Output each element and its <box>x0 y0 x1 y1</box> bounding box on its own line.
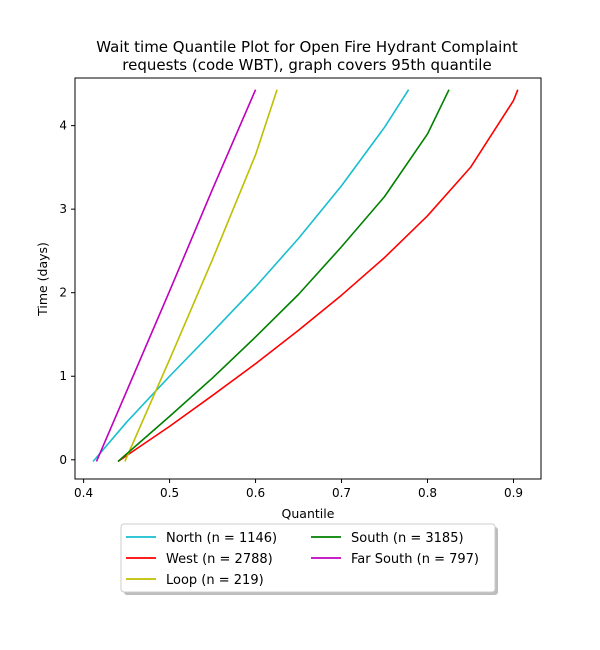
series-line-2 <box>124 89 278 462</box>
y-tick-label: 1 <box>59 369 67 383</box>
legend-label: South (n = 3185) <box>351 531 464 546</box>
x-tick-label: 0.7 <box>332 486 351 500</box>
legend-label: Far South (n = 797) <box>351 552 479 567</box>
x-axis-label: Quantile <box>282 506 335 521</box>
y-axis-ticks: 0 1 2 3 4 <box>59 119 75 467</box>
x-tick-label: 0.9 <box>504 486 523 500</box>
legend-entries: North (n = 1146) West (n = 2788) Loop (n =… <box>126 531 479 588</box>
series-line-3 <box>117 89 450 463</box>
plot-frame <box>74 77 542 480</box>
legend-label: Loop (n = 219) <box>166 573 264 588</box>
series-line-1 <box>117 89 519 463</box>
series-line-0 <box>92 89 410 462</box>
plot-area <box>75 78 541 479</box>
series-line-4 <box>95 89 257 462</box>
y-tick-label: 0 <box>59 453 67 467</box>
y-tick-label: 2 <box>59 286 67 300</box>
chart-title-line-1: Wait time Quantile Plot for Open Fire Hy… <box>96 38 518 56</box>
legend-label: West (n = 2788) <box>166 552 273 567</box>
legend: North (n = 1146) West (n = 2788) Loop (n =… <box>120 523 498 595</box>
y-axis-label: Time (days) <box>35 242 50 317</box>
y-tick-label: 4 <box>59 119 67 133</box>
x-tick-label: 0.5 <box>160 486 179 500</box>
legend-label: North (n = 1146) <box>166 531 277 546</box>
y-tick-label: 3 <box>59 202 67 216</box>
chart-title-line-2: requests (code WBT), graph covers 95th q… <box>122 56 491 74</box>
series-layer <box>92 89 519 463</box>
x-tick-label: 0.4 <box>74 486 93 500</box>
x-tick-label: 0.6 <box>246 486 265 500</box>
x-axis-ticks: 0.4 0.5 0.6 0.7 0.8 0.9 <box>74 479 523 500</box>
x-tick-label: 0.8 <box>418 486 437 500</box>
legend-box <box>120 523 496 593</box>
